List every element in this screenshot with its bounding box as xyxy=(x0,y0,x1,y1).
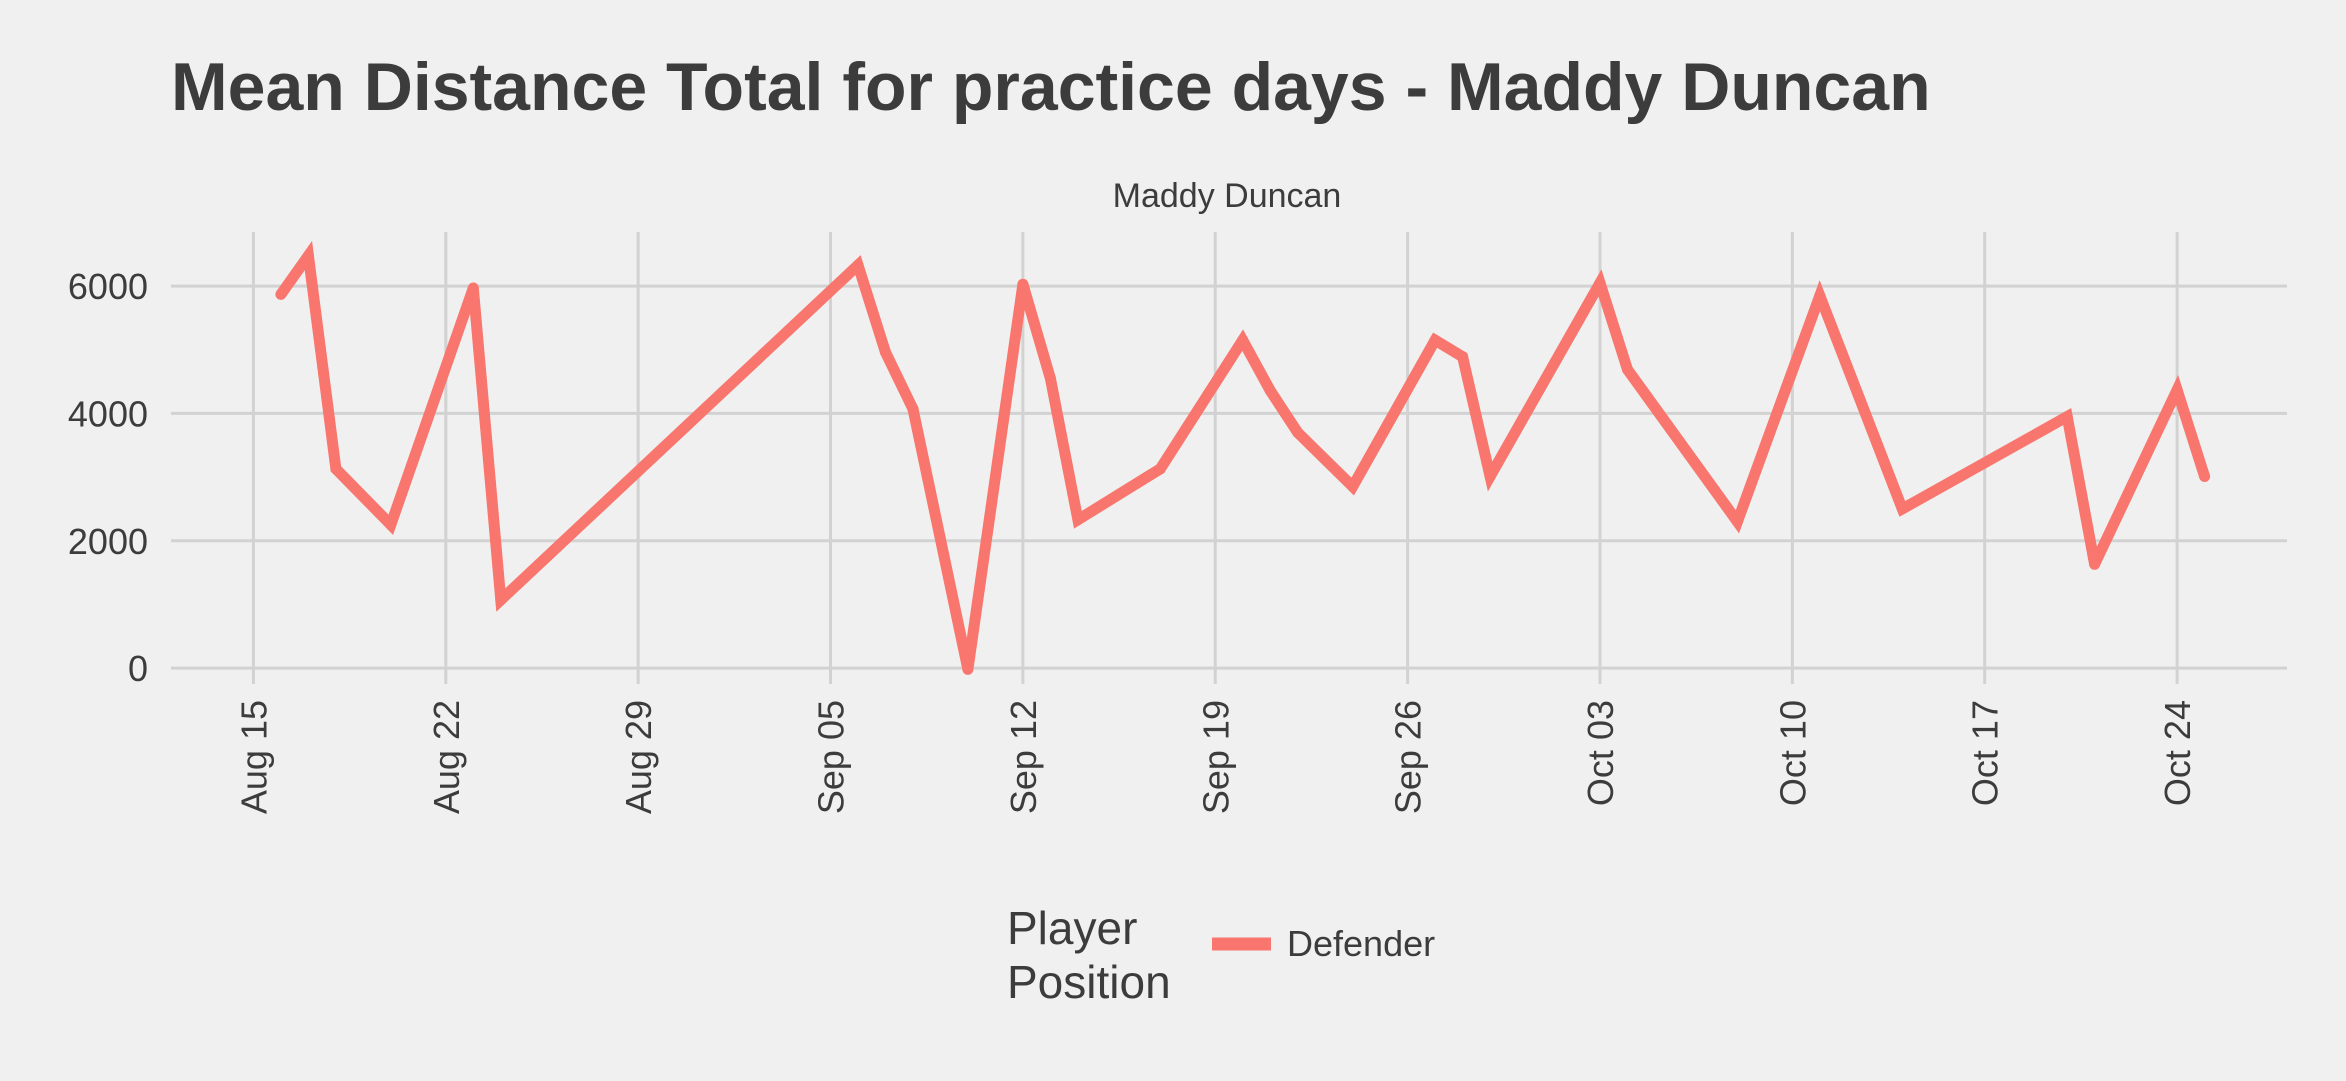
series-line-defender xyxy=(276,240,2210,671)
legend-label-defender: Defender xyxy=(1287,923,1435,964)
data-point xyxy=(2061,411,2073,423)
data-point xyxy=(852,259,864,271)
x-tick-label: Aug 29 xyxy=(618,700,659,814)
x-tick-label: Aug 15 xyxy=(233,700,274,814)
data-point xyxy=(1154,463,1166,475)
chart-title: Mean Distance Total for practice days - … xyxy=(171,49,1931,125)
data-point xyxy=(2199,471,2211,482)
x-tick-label: Sep 12 xyxy=(1003,700,1044,814)
y-tick-label: 4000 xyxy=(68,393,148,434)
data-point xyxy=(1484,471,1496,482)
data-point xyxy=(1347,481,1359,493)
data-point xyxy=(330,463,342,475)
x-tick-label: Oct 03 xyxy=(1580,700,1621,806)
data-point xyxy=(495,594,507,606)
data-point xyxy=(880,346,891,358)
data-point xyxy=(962,663,974,675)
data-point xyxy=(1594,277,1606,289)
data-point xyxy=(1017,278,1029,290)
data-point xyxy=(1814,290,1826,302)
data-point xyxy=(467,282,479,294)
data-point xyxy=(1072,514,1084,526)
data-point xyxy=(1731,516,1743,528)
x-tick-label: Sep 05 xyxy=(811,700,852,814)
x-tick-label: Aug 22 xyxy=(426,700,467,814)
data-point xyxy=(275,288,287,300)
data-point xyxy=(1264,385,1276,396)
x-tick-label: Sep 26 xyxy=(1388,700,1429,814)
x-tick-label: Oct 17 xyxy=(1965,700,2006,806)
y-axis: 0 2000 4000 6000 xyxy=(68,266,148,689)
x-tick-label: Oct 24 xyxy=(2157,700,2198,806)
legend-title: Player Position xyxy=(1007,902,1171,1008)
data-point xyxy=(1237,334,1249,346)
x-tick-label: Oct 10 xyxy=(1772,700,1813,806)
data-point xyxy=(1292,427,1304,438)
data-point xyxy=(2171,384,2183,396)
legend-title-line-2: Position xyxy=(1007,956,1171,1008)
data-point xyxy=(1622,364,1633,375)
y-tick-label: 0 xyxy=(128,648,148,689)
data-point xyxy=(1044,372,1056,384)
data-point xyxy=(2089,558,2101,570)
data-point xyxy=(907,403,919,415)
y-tick-label: 2000 xyxy=(68,521,148,562)
x-tick-label: Sep 19 xyxy=(1195,700,1236,814)
x-axis: Aug 15 Aug 22 Aug 29 Sep 05 Sep 12 Sep 19 Sep … xyxy=(233,700,2198,814)
y-tick-label: 6000 xyxy=(68,266,148,307)
data-point xyxy=(302,250,314,262)
data-point xyxy=(1896,503,1908,515)
legend: Player Position Defender xyxy=(1007,902,1435,1008)
series-layer xyxy=(275,240,2211,675)
data-point xyxy=(385,519,397,531)
data-point xyxy=(1457,351,1469,363)
data-point xyxy=(1429,334,1441,346)
legend-title-line-1: Player xyxy=(1007,902,1137,954)
facet-strip-label: Maddy Duncan xyxy=(1113,177,1342,215)
